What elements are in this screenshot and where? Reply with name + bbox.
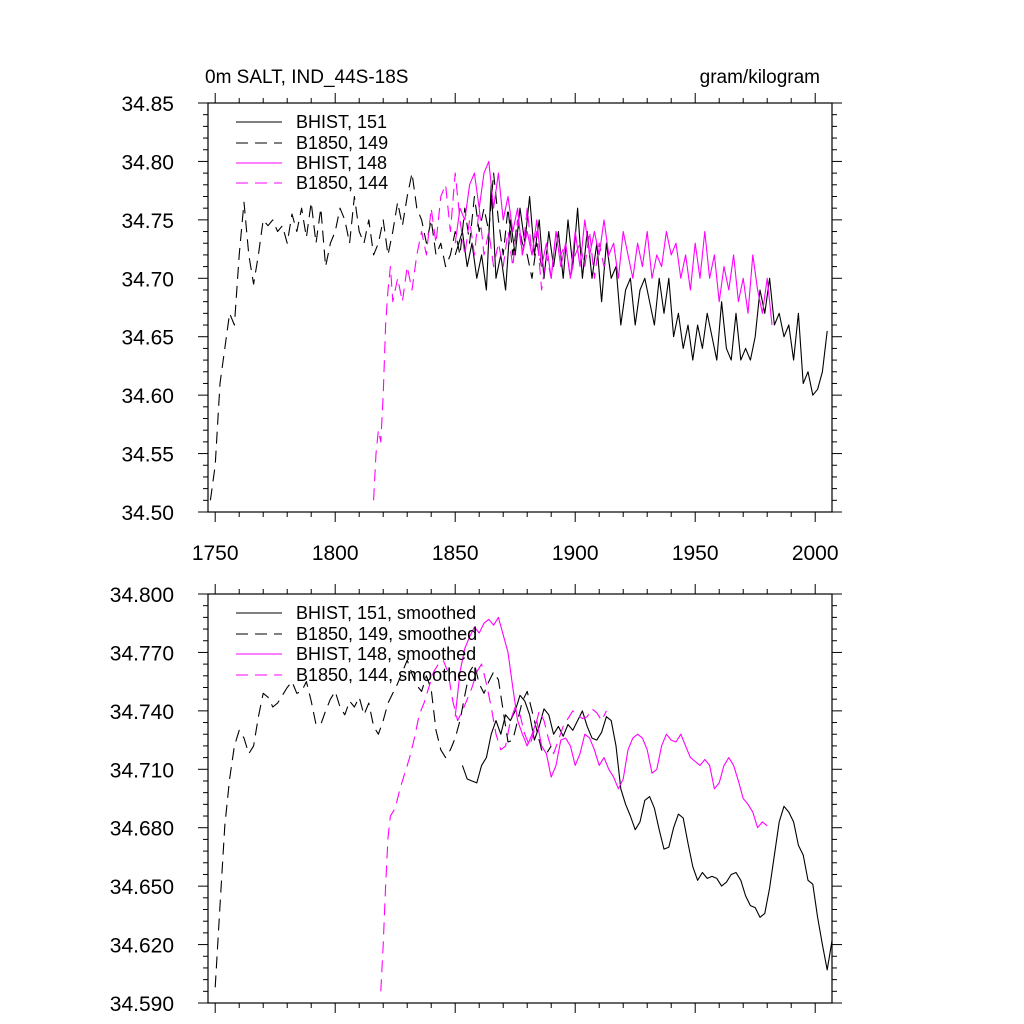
- legend-label-bhist-148-smoothed: BHIST, 148, smoothed: [296, 644, 476, 664]
- top-panel-ticks: 1750 1800 1850 1900 1950 2000 34.50 34.55 34.60 3…: [121, 93, 842, 565]
- series-line-bhist-151-smoothed: [461, 694, 833, 971]
- x-tick-label-1950: 1950: [672, 542, 719, 565]
- y-tick-label-3: 34.680: [110, 818, 174, 841]
- bottom-panel-frame: [207, 593, 833, 1004]
- x-tick-label-1850: 1850: [432, 542, 479, 565]
- y-tick-label-7: 34.800: [110, 584, 174, 607]
- y-tick-label-6: 34.80: [121, 151, 174, 174]
- x-tick-label-1900: 1900: [552, 542, 599, 565]
- bottom-panel-ticks: 34.590 34.620 34.650 34.680 34.710 34.740 34.7…: [110, 584, 842, 1016]
- top-panel: 0m SALT, IND_44S-18S gram/kilogram 1750 1…: [121, 67, 842, 565]
- y-tick-label-1: 34.620: [110, 935, 174, 958]
- y-tick-label-2: 34.650: [110, 876, 174, 899]
- top-panel-legend: BHIST, 151 B1850, 149 BHIST, 148 B1850, …: [236, 112, 388, 193]
- y-tick-label-1: 34.55: [121, 444, 174, 467]
- series-line-bhist-148-smoothed: [454, 616, 768, 829]
- top-panel-series: [209, 160, 828, 501]
- legend-label-b1850-144: B1850, 144: [296, 173, 388, 193]
- legend-label-bhist-151: BHIST, 151: [296, 112, 387, 132]
- x-tick-label-1750: 1750: [192, 542, 239, 565]
- left-title: 0m SALT, IND_44S-18S: [205, 67, 408, 88]
- x-tick-label-1800: 1800: [312, 542, 359, 565]
- y-tick-label-4: 34.710: [110, 759, 174, 782]
- x-tick-label-2000: 2000: [792, 542, 839, 565]
- bottom-panel-series: [214, 616, 833, 992]
- series-line-b1850-144: [373, 172, 610, 501]
- series-line-b1850-149-smoothed: [214, 659, 552, 988]
- series-line-b1850-144-smoothed: [380, 659, 607, 992]
- y-tick-label-0: 34.50: [121, 502, 174, 525]
- y-tick-label-3: 34.65: [121, 327, 174, 350]
- bottom-panel: 34.590 34.620 34.650 34.680 34.710 34.740 34.7…: [110, 584, 842, 1016]
- y-tick-label-4: 34.70: [121, 268, 174, 291]
- series-line-bhist-148: [454, 160, 773, 326]
- y-tick-label-2: 34.60: [121, 385, 174, 408]
- y-tick-label-5: 34.740: [110, 701, 174, 724]
- legend-label-bhist-148: BHIST, 148: [296, 153, 387, 173]
- legend-label-b1850-144-smoothed: B1850, 144, smoothed: [296, 665, 477, 685]
- y-tick-label-0: 34.590: [110, 993, 174, 1016]
- top-panel-frame: [207, 102, 833, 513]
- series-line-bhist-151: [454, 184, 828, 396]
- legend-label-b1850-149: B1850, 149: [296, 133, 388, 153]
- y-tick-label-7: 34.85: [121, 93, 174, 116]
- legend-label-b1850-149-smoothed: B1850, 149, smoothed: [296, 624, 477, 644]
- legend-label-bhist-151-smoothed: BHIST, 151, smoothed: [296, 603, 476, 623]
- units-title: gram/kilogram: [700, 67, 820, 88]
- y-tick-label-6: 34.770: [110, 642, 174, 665]
- y-tick-label-5: 34.75: [121, 210, 174, 233]
- series-line-b1850-149: [209, 172, 543, 501]
- bottom-panel-legend: BHIST, 151, smoothed B1850, 149, smoothe…: [236, 603, 477, 685]
